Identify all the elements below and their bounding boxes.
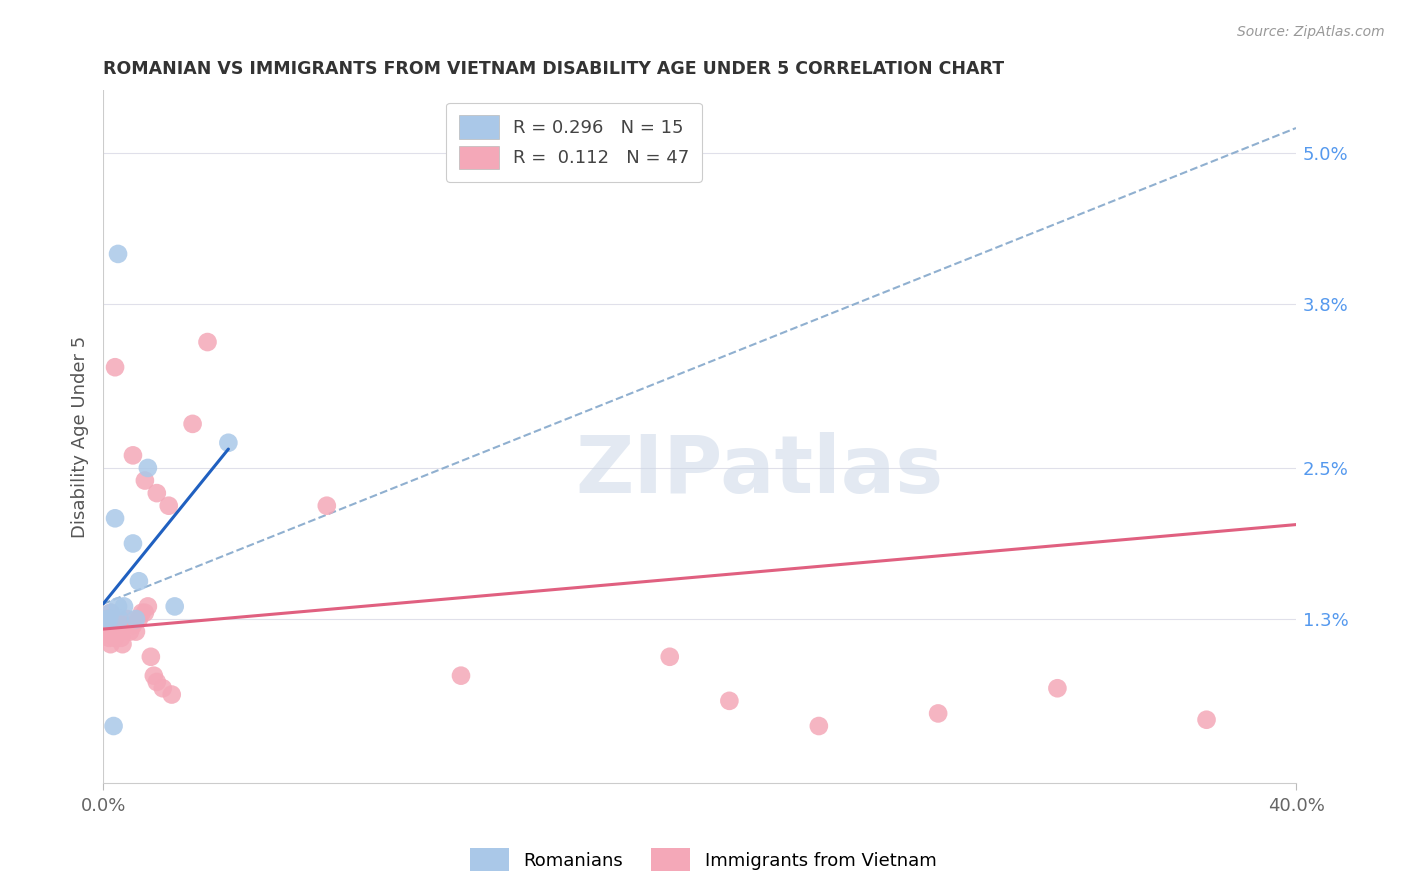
Point (125, 624, 148, 639)
Point (152, 681, 174, 696)
Point (128, 612, 150, 626)
Point (146, 675, 169, 690)
Point (111, 637, 134, 651)
Point (103, 624, 125, 639)
Point (107, 618, 129, 632)
Point (98, 612, 121, 626)
Point (108, 624, 131, 639)
Point (107, 247, 129, 261)
Point (122, 618, 145, 632)
Point (136, 461, 159, 475)
Point (181, 417, 204, 431)
Point (105, 624, 128, 639)
Point (807, 719, 830, 733)
Point (658, 649, 681, 664)
Point (1046, 681, 1069, 696)
Text: ROMANIAN VS IMMIGRANTS FROM VIETNAM DISABILITY AGE UNDER 5 CORRELATION CHART: ROMANIAN VS IMMIGRANTS FROM VIETNAM DISA… (103, 60, 1004, 78)
Point (104, 511, 127, 525)
Point (197, 334, 219, 349)
Y-axis label: Disability Age Under 5: Disability Age Under 5 (72, 335, 89, 538)
Point (105, 624, 128, 639)
Point (104, 631, 127, 645)
Point (122, 448, 145, 462)
Point (136, 599, 159, 614)
Point (98, 631, 121, 645)
Legend: Romanians, Immigrants from Vietnam: Romanians, Immigrants from Vietnam (463, 841, 943, 879)
Point (110, 618, 132, 632)
Point (1195, 713, 1218, 727)
Point (115, 612, 138, 626)
Point (217, 435, 239, 450)
Point (108, 612, 131, 626)
Point (98, 612, 121, 626)
Point (97, 612, 120, 626)
Point (103, 624, 125, 639)
Point (927, 706, 949, 721)
Point (97, 624, 120, 639)
Point (146, 486, 169, 500)
Point (100, 606, 122, 620)
Point (97, 612, 120, 626)
Point (125, 612, 148, 626)
Point (107, 599, 129, 614)
Point (104, 360, 127, 375)
Point (128, 574, 150, 589)
Point (103, 719, 125, 733)
Point (160, 688, 183, 702)
Point (315, 499, 337, 513)
Point (101, 624, 124, 639)
Point (122, 536, 145, 550)
Point (142, 668, 165, 682)
Point (112, 618, 135, 632)
Point (100, 637, 122, 651)
Point (107, 618, 129, 632)
Point (134, 606, 156, 620)
Point (157, 499, 180, 513)
Point (131, 606, 153, 620)
Text: Source: ZipAtlas.com: Source: ZipAtlas.com (1237, 25, 1385, 39)
Point (118, 624, 141, 639)
Point (134, 474, 156, 488)
Point (163, 599, 186, 614)
Legend: R = 0.296   N = 15, R =  0.112   N = 47: R = 0.296 N = 15, R = 0.112 N = 47 (446, 103, 702, 182)
Point (450, 668, 472, 682)
Point (110, 631, 132, 645)
Point (112, 599, 135, 614)
Text: ZIPatlas: ZIPatlas (575, 432, 943, 510)
Point (718, 694, 741, 708)
Point (139, 649, 162, 664)
Point (100, 606, 122, 620)
